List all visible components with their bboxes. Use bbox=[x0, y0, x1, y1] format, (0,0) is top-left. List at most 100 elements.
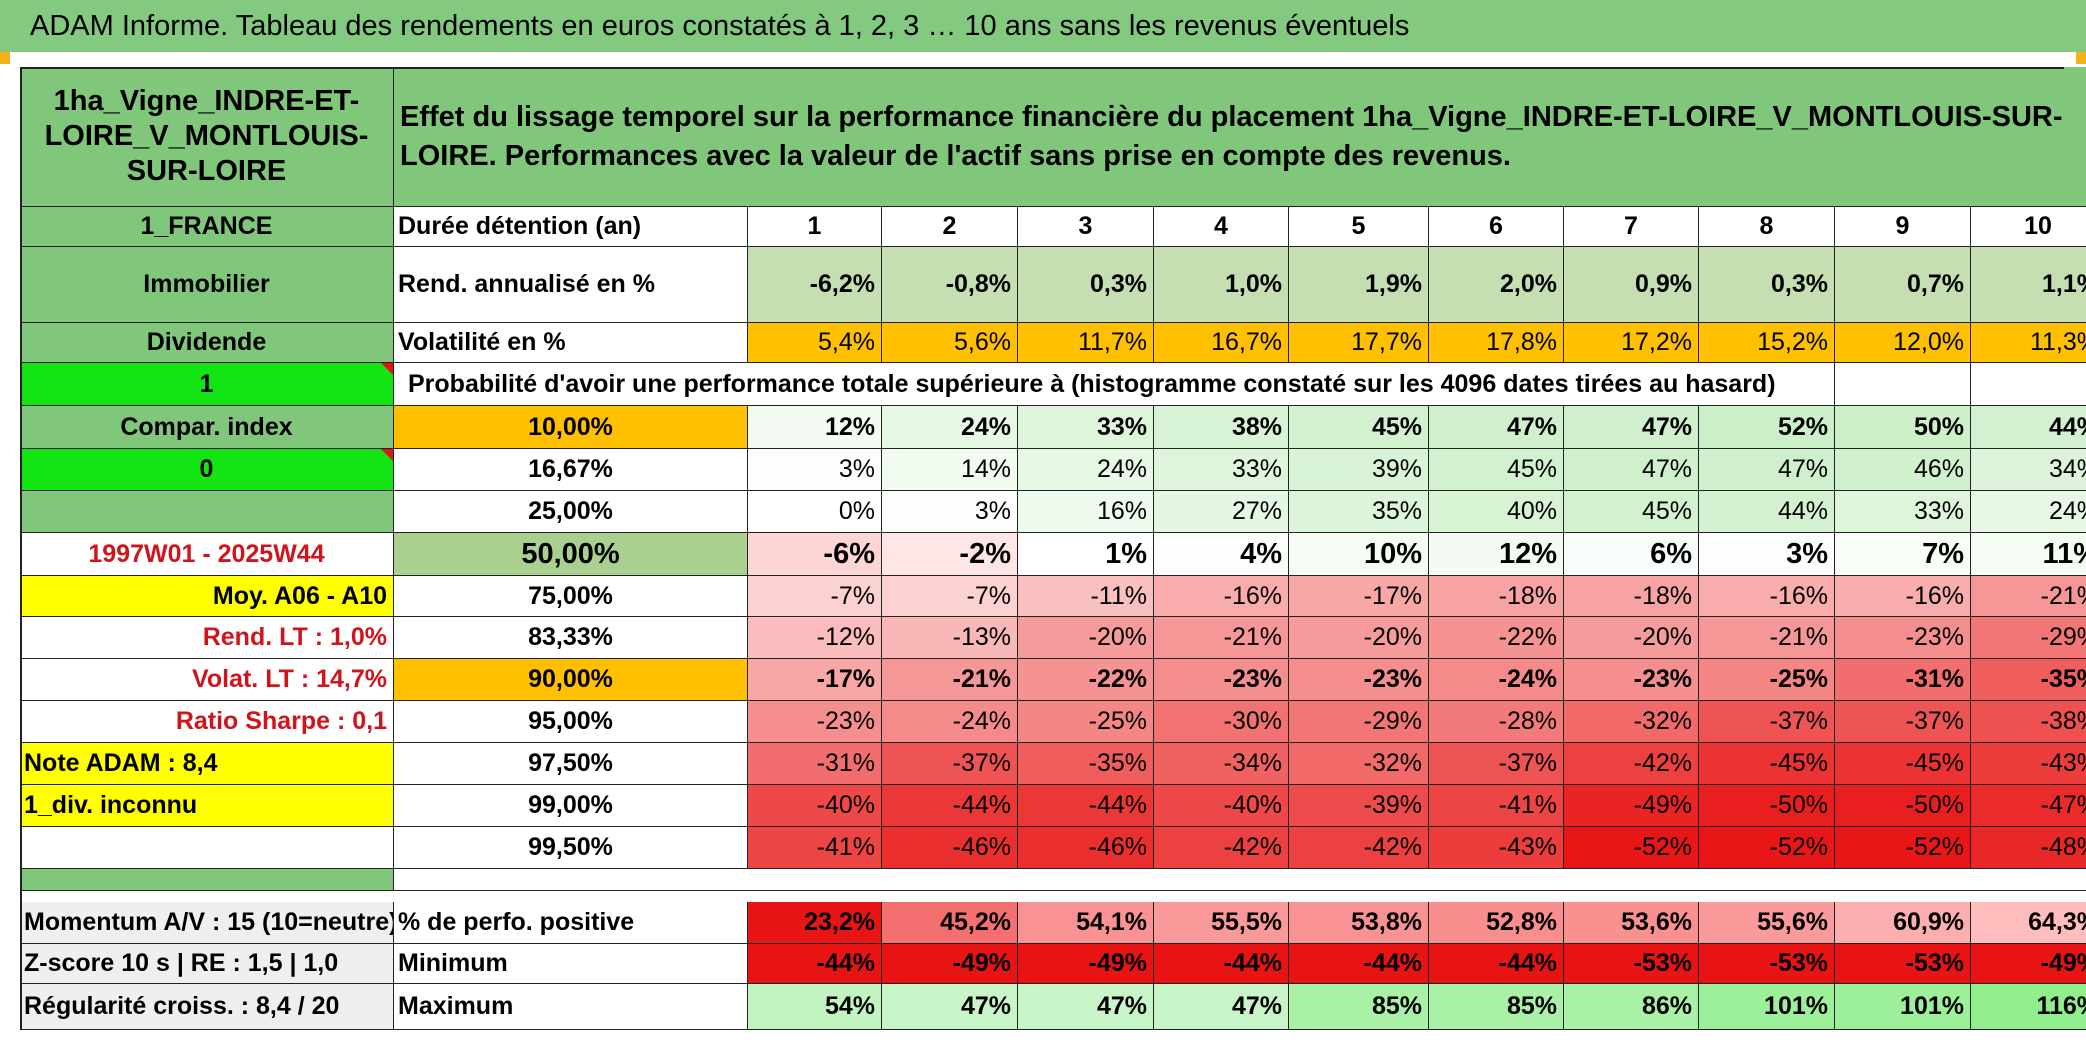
positive-value: 55,5% bbox=[1154, 902, 1289, 944]
moy-label: Moy. A06 - A10 bbox=[20, 576, 394, 617]
quantile-value: 46% bbox=[1835, 449, 1971, 491]
quantile-value: 52% bbox=[1699, 406, 1835, 449]
quantile-value: 33% bbox=[1835, 491, 1971, 533]
positive-value: 52,8% bbox=[1429, 902, 1564, 944]
quantile-value: -52% bbox=[1835, 827, 1971, 869]
quantile-value: -20% bbox=[1018, 617, 1154, 659]
quantile-value: -52% bbox=[1699, 827, 1835, 869]
spacer-cell bbox=[20, 869, 394, 891]
div-label: 1_div. inconnu bbox=[20, 785, 394, 827]
maximum-value: 116% bbox=[1971, 984, 2086, 1030]
country-label: 1_FRANCE bbox=[20, 207, 394, 247]
year-header: 7 bbox=[1564, 207, 1699, 247]
quantile-value: 3% bbox=[882, 491, 1018, 533]
quantile-value: 11% bbox=[1971, 533, 2086, 576]
minimum-value: -44% bbox=[1154, 944, 1289, 984]
quantile-value: -42% bbox=[1154, 827, 1289, 869]
positive-value: 23,2% bbox=[748, 902, 882, 944]
rend-value: -6,2% bbox=[748, 247, 882, 323]
quantile-value: -22% bbox=[1429, 617, 1564, 659]
quantile-value: -28% bbox=[1429, 701, 1564, 743]
quantile-value: -41% bbox=[1429, 785, 1564, 827]
rend-value: 0,7% bbox=[1835, 247, 1971, 323]
quantile-label: 50,00% bbox=[394, 533, 748, 576]
probability-label: Probabilité d'avoir une performance tota… bbox=[394, 363, 1835, 406]
quantile-value: -50% bbox=[1835, 785, 1971, 827]
quantile-label: 25,00% bbox=[394, 491, 748, 533]
quantile-value: -16% bbox=[1835, 576, 1971, 617]
quantile-value: -35% bbox=[1971, 659, 2086, 701]
quantile-value: -39% bbox=[1289, 785, 1429, 827]
quantile-value: -37% bbox=[1835, 701, 1971, 743]
volat-value: 17,2% bbox=[1564, 323, 1699, 363]
quantile-value: 24% bbox=[1018, 449, 1154, 491]
quantile-value: 47% bbox=[1699, 449, 1835, 491]
minimum-value: -44% bbox=[748, 944, 882, 984]
quantile-value: -18% bbox=[1429, 576, 1564, 617]
quantile-value: 3% bbox=[748, 449, 882, 491]
quantile-value: -32% bbox=[1289, 743, 1429, 785]
volat-value: 15,2% bbox=[1699, 323, 1835, 363]
quantile-value: -17% bbox=[1289, 576, 1429, 617]
quantile-value: -17% bbox=[748, 659, 882, 701]
dividend-value: 1 bbox=[20, 363, 394, 406]
quantile-value: 27% bbox=[1154, 491, 1289, 533]
description: Effet du lissage temporel sur la perform… bbox=[394, 67, 2086, 207]
note-adam: Note ADAM : 8,4 bbox=[20, 743, 394, 785]
quantile-value: 6% bbox=[1564, 533, 1699, 576]
title-bar: ADAM Informe. Tableau des rendements en … bbox=[0, 0, 2086, 52]
quantile-label: 97,50% bbox=[394, 743, 748, 785]
quantile-value: -21% bbox=[1971, 576, 2086, 617]
quantile-value: 34% bbox=[1971, 449, 2086, 491]
maximum-value: 54% bbox=[748, 984, 882, 1030]
quantile-value: -43% bbox=[1971, 743, 2086, 785]
corner-marker bbox=[2076, 52, 2086, 64]
quantile-value: -13% bbox=[882, 617, 1018, 659]
maximum-value: 101% bbox=[1835, 984, 1971, 1030]
quantile-value: 44% bbox=[1699, 491, 1835, 533]
quantile-label: 99,00% bbox=[394, 785, 748, 827]
asset-name: 1ha_Vigne_INDRE-ET-LOIRE_V_MONTLOUIS-SUR… bbox=[20, 67, 394, 207]
quantile-value: -25% bbox=[1018, 701, 1154, 743]
volat-value: 16,7% bbox=[1154, 323, 1289, 363]
quantile-value: -16% bbox=[1699, 576, 1835, 617]
minimum-value: -44% bbox=[1429, 944, 1564, 984]
quantile-label: 83,33% bbox=[394, 617, 748, 659]
quantile-value: -20% bbox=[1289, 617, 1429, 659]
rend-value: -0,8% bbox=[882, 247, 1018, 323]
year-header: 10 bbox=[1971, 207, 2086, 247]
quantile-value: -41% bbox=[748, 827, 882, 869]
quantile-value: -29% bbox=[1289, 701, 1429, 743]
quantile-value: -6% bbox=[748, 533, 882, 576]
quantile-label: 99,50% bbox=[394, 827, 748, 869]
year-header: 1 bbox=[748, 207, 882, 247]
quantile-value: -52% bbox=[1564, 827, 1699, 869]
empty-cell bbox=[20, 491, 394, 533]
maximum-label: Maximum bbox=[394, 984, 748, 1030]
quantile-value: 0% bbox=[748, 491, 882, 533]
volat-label: Volatilité en % bbox=[394, 323, 748, 363]
maximum-value: 85% bbox=[1429, 984, 1564, 1030]
quantile-value: -24% bbox=[1429, 659, 1564, 701]
page-title: ADAM Informe. Tableau des rendements en … bbox=[30, 10, 1410, 42]
quantile-value: -37% bbox=[882, 743, 1018, 785]
quantile-value: 44% bbox=[1971, 406, 2086, 449]
quantile-value: -30% bbox=[1154, 701, 1289, 743]
quantile-value: 24% bbox=[882, 406, 1018, 449]
maximum-value: 101% bbox=[1699, 984, 1835, 1030]
rend-value: 0,3% bbox=[1699, 247, 1835, 323]
rend-value: 1,0% bbox=[1154, 247, 1289, 323]
performance-table: 1ha_Vigne_INDRE-ET-LOIRE_V_MONTLOUIS-SUR… bbox=[20, 67, 2086, 1030]
quantile-value: 12% bbox=[1429, 533, 1564, 576]
quantile-value: -47% bbox=[1971, 785, 2086, 827]
quantile-value: -7% bbox=[748, 576, 882, 617]
volat-value: 12,0% bbox=[1835, 323, 1971, 363]
quantile-value: -22% bbox=[1018, 659, 1154, 701]
quantile-value: -43% bbox=[1429, 827, 1564, 869]
year-header: 4 bbox=[1154, 207, 1289, 247]
compar-index-value: 0 bbox=[20, 449, 394, 491]
empty-cell bbox=[20, 827, 394, 869]
zscore-label: Z-score 10 s | RE : 1,5 | 1,0 bbox=[20, 944, 394, 984]
quantile-value: 47% bbox=[1564, 406, 1699, 449]
positive-value: 54,1% bbox=[1018, 902, 1154, 944]
